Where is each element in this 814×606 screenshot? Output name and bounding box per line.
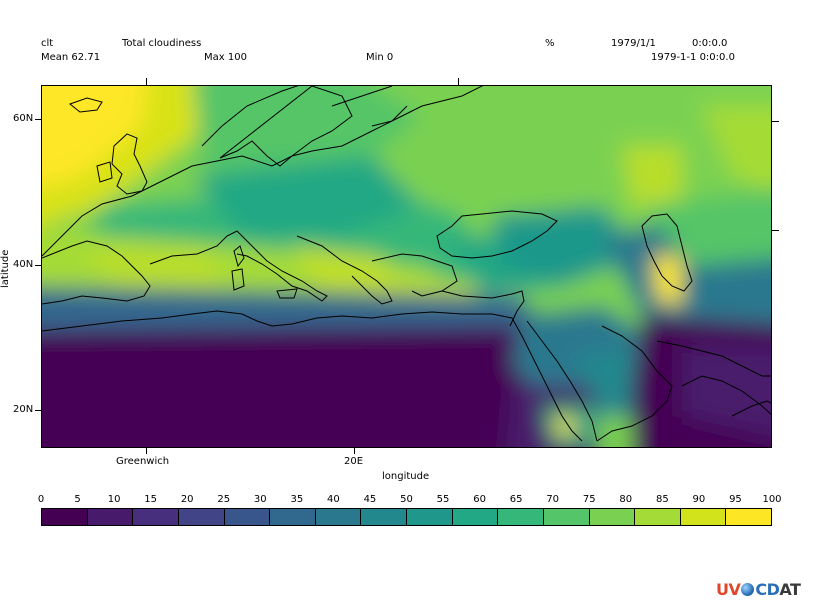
colorbar-segment — [361, 509, 407, 525]
datetime-label: 1979-1-1 0:0:0.0 — [651, 52, 735, 63]
cloudiness-map — [41, 85, 772, 448]
colorbar-segment — [315, 509, 362, 525]
top-tick-20e — [458, 78, 459, 85]
colorbar-label: 45 — [363, 494, 377, 505]
x-axis-label: longitude — [382, 471, 430, 482]
right-tick-1 — [772, 121, 779, 122]
globe-icon — [741, 583, 755, 596]
colorbar-segment — [726, 509, 771, 525]
colorbar-segment — [407, 509, 453, 525]
ytick-mark-40n — [35, 265, 41, 266]
date-label: 1979/1/1 — [611, 38, 656, 49]
colorbar-segment — [42, 509, 88, 525]
colorbar-segment — [270, 509, 316, 525]
colorbar-label: 70 — [546, 494, 560, 505]
colorbar-label: 15 — [144, 494, 158, 505]
variable-name: clt — [41, 38, 54, 49]
xtick-greenwich: Greenwich — [116, 456, 170, 467]
xtick-mark-20e — [354, 448, 355, 454]
colorbar-segment — [224, 509, 271, 525]
top-tick-greenwich — [146, 78, 147, 85]
min-value: Min 0 — [366, 52, 394, 63]
uvcdat-logo: UV CDAT — [716, 580, 801, 599]
colorbar — [41, 508, 772, 526]
colorbar-segment — [452, 509, 499, 525]
colorbar-segment — [635, 509, 681, 525]
colorbar-label: 20 — [180, 494, 194, 505]
colorbar-label: 25 — [217, 494, 231, 505]
logo-cd: CD — [755, 580, 780, 599]
cloud-field — [42, 86, 771, 447]
colorbar-segment — [133, 509, 179, 525]
ytick-mark-20n — [35, 410, 41, 411]
xtick-20e: 20E — [344, 456, 364, 467]
colorbar-label: 85 — [655, 494, 669, 505]
colorbar-segment — [589, 509, 636, 525]
colorbar-label: 65 — [509, 494, 523, 505]
max-value: Max 100 — [204, 52, 247, 63]
ytick-40n: 40N — [13, 259, 34, 270]
colorbar-label: 95 — [729, 494, 742, 505]
colorbar-segment — [680, 509, 727, 525]
y-axis-label: latitude — [0, 249, 11, 288]
colorbar-label: 100 — [762, 494, 782, 505]
colorbar-label: 10 — [107, 494, 121, 505]
logo-uv: UV — [716, 580, 741, 599]
colorbar-label: 55 — [436, 494, 450, 505]
colorbar-label: 80 — [619, 494, 633, 505]
colorbar-label: 90 — [692, 494, 706, 505]
variable-long-name: Total cloudiness — [122, 38, 202, 49]
colorbar-label: 30 — [253, 494, 267, 505]
colorbar-label: 75 — [582, 494, 596, 505]
colorbar-segment — [87, 509, 134, 525]
variable-units: % — [545, 38, 555, 49]
time-label: 0:0:0.0 — [692, 38, 728, 49]
colorbar-label: 35 — [290, 494, 304, 505]
right-tick-2 — [772, 230, 779, 231]
xtick-mark-greenwich — [146, 448, 147, 454]
colorbar-label: 60 — [473, 494, 486, 505]
colorbar-segment — [178, 509, 225, 525]
map-svg — [42, 86, 771, 447]
colorbar-label: 5 — [74, 494, 81, 505]
ytick-60n: 60N — [13, 113, 34, 124]
ytick-mark-60n — [35, 119, 41, 120]
logo-at: AT — [779, 580, 801, 599]
colorbar-label: 40 — [327, 494, 340, 505]
colorbar-label: 50 — [400, 494, 413, 505]
ytick-20n: 20N — [13, 404, 34, 415]
mean-value: Mean 62.71 — [41, 52, 101, 63]
colorbar-segment — [498, 509, 544, 525]
colorbar-label: 0 — [37, 494, 45, 505]
coastlines — [42, 86, 771, 442]
colorbar-segment — [543, 509, 590, 525]
